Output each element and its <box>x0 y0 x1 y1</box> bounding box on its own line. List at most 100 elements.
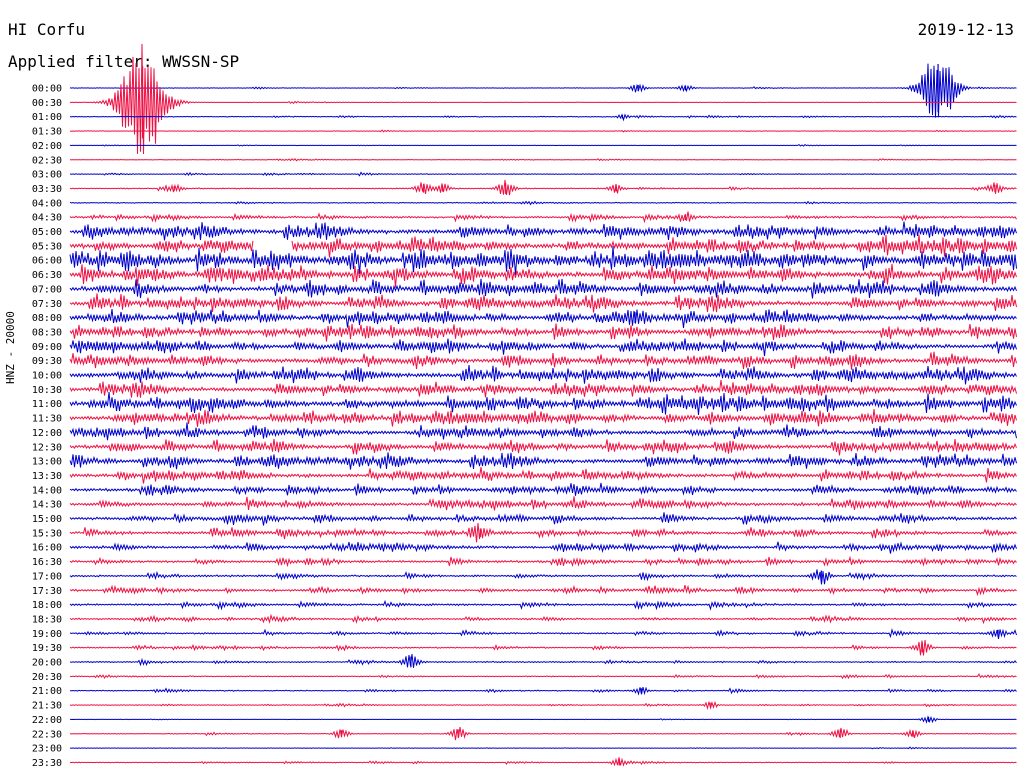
row-time-label: 19:00 <box>32 629 62 640</box>
row-time-label: 09:30 <box>32 356 62 367</box>
row-time-label: 08:00 <box>32 313 62 324</box>
trace-line-1800 <box>69 599 1017 611</box>
trace-line-0230 <box>69 158 1017 162</box>
date-label: 2019-12-13 <box>917 20 1014 39</box>
trace-line-1630 <box>69 555 1017 568</box>
row-time-label: 13:30 <box>32 471 62 482</box>
row-time-label: 12:30 <box>32 442 62 453</box>
trace-line-1830 <box>69 613 1017 625</box>
row-time-label: 16:30 <box>32 557 62 568</box>
row-time-label: 13:00 <box>32 457 62 468</box>
trace-line-1730 <box>69 584 1017 597</box>
trace-line-1200 <box>69 422 1017 441</box>
row-time-label: 23:00 <box>32 744 62 755</box>
trace-line-1900 <box>69 628 1017 639</box>
row-time-label: 06:00 <box>32 256 62 267</box>
row-time-label: 01:00 <box>32 112 62 123</box>
row-time-label: 05:00 <box>32 227 62 238</box>
row-time-label: 01:30 <box>32 127 62 138</box>
trace-line-2130 <box>69 700 1017 711</box>
row-time-label: 12:00 <box>32 428 62 439</box>
trace-line-2100 <box>69 686 1017 696</box>
row-time-label: 05:30 <box>32 241 62 252</box>
trace-line-0630 <box>69 263 1017 288</box>
trace-line-0730 <box>69 293 1017 313</box>
trace-line-0130 <box>69 129 1017 133</box>
trace-line-1000 <box>69 365 1017 385</box>
row-time-label: 17:30 <box>32 586 62 597</box>
trace-line-1600 <box>69 541 1017 554</box>
row-time-label: 14:30 <box>32 500 62 511</box>
row-time-label: 10:00 <box>32 371 62 382</box>
trace-line-0400 <box>69 200 1017 206</box>
trace-line-0500 <box>69 221 1017 241</box>
row-time-label: 23:30 <box>32 758 62 769</box>
row-time-label: 03:00 <box>32 170 62 181</box>
trace-line-0700 <box>69 278 1017 299</box>
trace-line-0530 <box>291 234 1017 258</box>
trace-line-1430 <box>69 496 1017 511</box>
trace-line-1130 <box>69 409 1017 427</box>
trace-line-0830 <box>69 323 1017 342</box>
trace-line-2000 <box>69 653 1017 668</box>
trace-line-2030 <box>69 673 1017 680</box>
row-time-label: 00:00 <box>32 84 62 95</box>
row-time-label: 10:30 <box>32 385 62 396</box>
row-time-label: 19:30 <box>32 643 62 654</box>
row-time-label: 14:00 <box>32 485 62 496</box>
trace-line-0200 <box>69 143 1017 147</box>
trace-line-0930 <box>69 351 1017 370</box>
row-time-label: 09:00 <box>32 342 62 353</box>
row-time-label: 02:30 <box>32 155 62 166</box>
trace-line-0300 <box>69 171 1017 177</box>
trace-line-0530 <box>69 240 254 253</box>
trace-line-0430 <box>69 211 1017 224</box>
row-time-label: 22:00 <box>32 715 62 726</box>
trace-line-2300 <box>69 746 1017 750</box>
row-time-label: 18:00 <box>32 600 62 611</box>
row-time-label: 21:00 <box>32 686 62 697</box>
row-time-label: 22:30 <box>32 729 62 740</box>
trace-line-1700 <box>69 569 1017 585</box>
row-time-label: 17:00 <box>32 571 62 582</box>
row-time-label: 15:00 <box>32 514 62 525</box>
trace-line-1930 <box>69 640 1017 656</box>
row-time-label: 00:30 <box>32 98 62 109</box>
row-time-label: 04:30 <box>32 213 62 224</box>
filter-label: Applied filter: WWSSN-SP <box>8 52 240 71</box>
row-time-label: 08:30 <box>32 327 62 338</box>
row-time-label: 06:30 <box>32 270 62 281</box>
row-time-label: 18:30 <box>32 614 62 625</box>
row-time-label: 04:00 <box>32 198 62 209</box>
trace-line-1530 <box>69 522 1017 543</box>
trace-line-0100 <box>69 113 1017 122</box>
trace-line-0800 <box>69 309 1017 328</box>
trace-line-0000 <box>69 63 1017 118</box>
trace-line-1100 <box>69 392 1017 416</box>
trace-line-0330 <box>69 179 1017 196</box>
row-time-label: 20:00 <box>32 658 62 669</box>
trace-line-1330 <box>69 467 1017 484</box>
trace-line-0900 <box>69 338 1017 357</box>
row-time-label: 20:30 <box>32 672 62 683</box>
row-time-label: 11:30 <box>32 414 62 425</box>
trace-line-1030 <box>69 379 1017 398</box>
trace-line-2230 <box>69 727 1017 741</box>
row-time-label: 07:30 <box>32 299 62 310</box>
trace-line-1500 <box>69 512 1017 526</box>
row-time-label: 02:00 <box>32 141 62 152</box>
row-time-label: 15:30 <box>32 528 62 539</box>
row-time-label: 07:00 <box>32 284 62 295</box>
trace-line-2200 <box>69 715 1017 724</box>
row-time-label: 11:00 <box>32 399 62 410</box>
row-time-label: 21:30 <box>32 701 62 712</box>
trace-line-0030 <box>69 43 1017 155</box>
trace-line-1300 <box>69 452 1017 470</box>
trace-line-1400 <box>69 482 1017 496</box>
row-time-label: 03:30 <box>32 184 62 195</box>
trace-line-0600 <box>69 246 1017 276</box>
station-title: HI Corfu <box>8 20 86 39</box>
row-time-label: 16:00 <box>32 543 62 554</box>
trace-line-1230 <box>69 438 1017 456</box>
